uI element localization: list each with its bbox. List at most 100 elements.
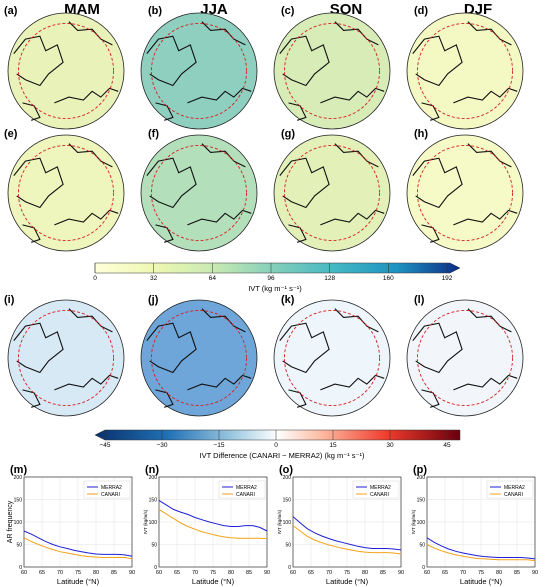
coastline: [453, 374, 518, 391]
coastline: [288, 224, 307, 243]
coastline: [201, 143, 246, 168]
y-tick-label: 150: [417, 498, 426, 504]
polar-circle-dashed: [283, 309, 381, 407]
line-chart-n: (n) 0 50 100 150 200 60 65 70 75 80 85 90 Latitude (°…: [143, 464, 270, 586]
coastline: [453, 209, 518, 226]
polar-circle-dashed: [17, 144, 115, 242]
map-disc: [273, 134, 391, 252]
panel-label-c: (c): [281, 5, 295, 17]
x-tick-label: 90: [264, 570, 270, 576]
map-disc: [406, 12, 524, 130]
ivt-colorbar-tick-label: 192: [442, 275, 453, 282]
x-tick-label: 70: [460, 570, 466, 576]
x-tick-label: 75: [75, 570, 81, 576]
polar-map-row3-0: [7, 299, 125, 417]
coastline: [68, 21, 113, 46]
coastline: [22, 102, 41, 121]
coastline: [288, 389, 307, 408]
coastline: [421, 102, 440, 121]
y-axis-label: AR frequency: [7, 500, 14, 543]
y-tick-label: 200: [283, 475, 292, 481]
series-line-merra2: [23, 530, 133, 557]
y-tick-label: 50: [151, 543, 157, 549]
series-line-canari: [23, 537, 133, 560]
legend-label-canari: CANARI: [504, 492, 523, 498]
x-tick-label: 75: [210, 570, 216, 576]
y-tick-label: 200: [417, 475, 426, 481]
map-disc: [140, 134, 258, 252]
panel-label-i: (i): [4, 294, 15, 306]
polar-circle-dashed: [416, 309, 514, 407]
coastline: [54, 87, 119, 104]
polar-map-row1-0: [7, 12, 125, 130]
panel-label-o: (o): [279, 464, 293, 476]
y-tick-label: 0: [19, 565, 22, 571]
x-tick-label: 85: [380, 570, 386, 576]
plot-frame: [292, 476, 402, 568]
panel-label-b: (b): [148, 5, 162, 17]
legend-label-merra2: MERRA2: [101, 485, 122, 491]
panel-label-l: (l): [414, 294, 425, 306]
x-tick-label: 60: [156, 570, 162, 576]
plot-frame: [23, 476, 133, 568]
series-line-merra2: [158, 499, 268, 532]
coastline: [22, 224, 41, 243]
x-tick-label: 85: [246, 570, 252, 576]
x-axis-label: Latitude (°N): [460, 577, 503, 586]
coastline: [22, 389, 41, 408]
line-chart-o: (o) 0 50 100 150 200 60 65 70 75 80 85 90 Latitude (°…: [277, 464, 404, 586]
legend-label-canari: CANARI: [370, 492, 389, 498]
coastline: [334, 21, 379, 46]
coastline: [68, 308, 113, 333]
coastline: [54, 374, 119, 391]
panel-label-m: (m): [10, 464, 27, 476]
coastline: [288, 102, 307, 121]
x-tick-label: 90: [532, 570, 538, 576]
x-tick-label: 60: [21, 570, 27, 576]
polar-map-row2-3: [406, 134, 524, 252]
series-line-canari: [158, 508, 268, 540]
coastline: [187, 87, 252, 104]
x-tick-label: 75: [344, 570, 350, 576]
diff-colorbar-label: IVT Difference (CANARI − MERRA2) (kg m⁻¹…: [200, 451, 365, 460]
ivt-colorbar-tick-label: 128: [324, 275, 335, 282]
map-disc: [406, 299, 524, 417]
ivt-colorbar-tick-label: 160: [383, 275, 394, 282]
plot-frame: [426, 476, 536, 568]
map-disc: [7, 299, 125, 417]
coastline: [155, 224, 174, 243]
panel-label-g: (g): [281, 128, 295, 140]
coastline: [54, 209, 119, 226]
coastline: [187, 209, 252, 226]
diff-colorbar-tick-label: 0: [274, 442, 278, 449]
y-tick-label: 100: [283, 520, 292, 526]
map-disc: [406, 134, 524, 252]
x-tick-label: 80: [93, 570, 99, 576]
panel-label-d: (d): [414, 5, 428, 17]
y-tick-label: 150: [283, 498, 292, 504]
coastline: [187, 374, 252, 391]
coastline: [68, 143, 113, 168]
x-tick-label: 65: [174, 570, 180, 576]
coastline: [155, 389, 174, 408]
line-chart-p: (p) 0 50 100 150 200 60 65 70 75 80 85 90 Latitude (°…: [411, 464, 538, 586]
panel-label-j: (j): [148, 294, 159, 306]
y-tick-label: 0: [288, 565, 291, 571]
y-tick-label: 150: [149, 498, 158, 504]
diff-colorbar: −45 −30 −15 0 15 30 45 IVT Difference (CANARI …: [94, 429, 461, 460]
x-tick-label: 70: [192, 570, 198, 576]
legend-label-merra2: MERRA2: [504, 485, 525, 491]
coastline: [320, 87, 385, 104]
polar-circle-dashed: [150, 22, 248, 120]
coastline: [201, 308, 246, 333]
y-tick-label: 50: [16, 543, 22, 549]
x-tick-label: 80: [362, 570, 368, 576]
x-tick-label: 70: [326, 570, 332, 576]
map-disc: [7, 12, 125, 130]
polar-map-row2-1: [140, 134, 258, 252]
x-axis-label: Latitude (°N): [326, 577, 369, 586]
y-tick-label: 50: [285, 543, 291, 549]
polar-circle-dashed: [416, 144, 514, 242]
polar-circle-dashed: [150, 144, 248, 242]
x-tick-label: 90: [398, 570, 404, 576]
